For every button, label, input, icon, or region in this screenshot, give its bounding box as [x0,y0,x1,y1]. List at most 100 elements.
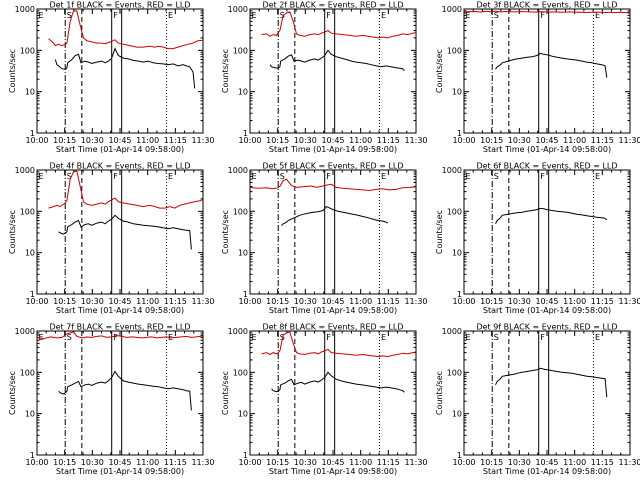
x-axis-label: Start Time (01-Apr-14 09:58:00) [483,145,611,154]
time-marker-label: E [168,11,173,20]
y-tick-label: 1 [243,129,248,138]
events-series-line [58,214,192,250]
x-tick-label: 10:45 [535,458,558,467]
x-tick-label: 10:00 [25,297,48,306]
chart-panel-7: Det 7f BLACK = Events, RED = LLD 1 10 100 10… [8,323,215,477]
time-marker-label: F [326,11,331,20]
x-tick-label: 10:45 [108,458,131,467]
y-axis-label: Counts/sec [221,210,230,254]
x-tick-label: 11:15 [164,297,187,306]
y-tick-label: 1000 [228,5,248,14]
time-marker-label: E [595,11,600,20]
x-tick-label: 10:15 [53,136,76,145]
y-tick-label: 1000 [442,166,462,175]
time-marker-label: E [252,172,257,181]
y-axis-label: Counts/sec [8,210,17,254]
y-axis-label: Counts/sec [221,49,230,93]
x-tick-label: 10:00 [452,136,475,145]
x-tick-label: 11:30 [191,297,214,306]
x-axis-label: Start Time (01-Apr-14 09:58:00) [269,145,397,154]
time-marker-label: S [494,172,499,181]
y-tick-label: 10 [238,410,248,419]
x-tick-label: 11:15 [591,458,614,467]
time-marker-label: S [67,333,72,342]
lld-series-line [261,331,417,358]
lld-series-line [48,170,204,209]
x-tick-label: 11:00 [136,458,159,467]
time-marker-label: F [326,333,331,342]
chart-title: Det 7f BLACK = Events, RED = LLD [49,323,190,332]
time-marker-label: F [326,172,331,181]
chart-panel-2: Det 2f BLACK = Events, RED = LLD 1 10 100 10… [221,1,428,155]
x-tick-label: 10:45 [321,458,344,467]
x-tick-label: 10:30 [294,458,317,467]
x-tick-label: 10:30 [294,297,317,306]
x-tick-label: 10:30 [508,136,531,145]
x-tick-label: 11:00 [563,458,586,467]
time-marker-label: E [252,333,257,342]
plot-frame [463,330,631,456]
y-tick-label: 1 [243,290,248,299]
x-tick-label: 11:00 [563,297,586,306]
x-tick-label: 10:15 [266,297,289,306]
y-tick-label: 100 [233,368,248,377]
x-tick-label: 11:00 [349,297,372,306]
x-tick-label: 11:00 [349,458,372,467]
chart-title: Det 8f BLACK = Events, RED = LLD [262,323,403,332]
chart-panel-6: Det 6f BLACK = Events, RED = LLD 1 10 100 10… [435,162,640,316]
y-tick-label: 1 [243,451,248,460]
time-marker-label: F [540,172,545,181]
y-tick-label: 100 [20,368,35,377]
chart-title: Det 5f BLACK = Events, RED = LLD [262,162,403,171]
y-tick-label: 100 [233,46,248,55]
x-tick-label: 11:30 [404,136,427,145]
y-tick-label: 10 [25,88,35,97]
plot-frame [463,8,631,134]
x-tick-label: 11:30 [618,297,640,306]
x-tick-label: 10:45 [108,297,131,306]
y-axis-label: Counts/sec [435,210,444,254]
y-tick-label: 100 [447,46,462,55]
plot-frame [36,8,204,134]
time-marker-label: E [252,11,257,20]
events-series-line [269,49,405,72]
x-tick-label: 10:45 [535,297,558,306]
x-tick-label: 11:30 [191,458,214,467]
y-axis-label: Counts/sec [435,371,444,415]
time-marker-label: E [466,333,471,342]
time-marker-label: F [540,11,545,20]
time-marker-label: E [39,11,44,20]
x-tick-label: 10:30 [81,297,104,306]
x-tick-label: 10:00 [238,136,261,145]
time-marker-label: E [381,172,386,181]
y-tick-label: 1000 [15,166,35,175]
y-tick-label: 100 [233,207,248,216]
time-marker-label: E [595,333,600,342]
x-axis-label: Start Time (01-Apr-14 09:58:00) [56,306,184,315]
time-marker-label: E [381,11,386,20]
x-tick-label: 10:00 [25,136,48,145]
x-tick-label: 10:00 [238,458,261,467]
x-tick-label: 10:30 [81,136,104,145]
time-marker-label: E [466,172,471,181]
time-marker-label: S [280,172,285,181]
x-tick-label: 10:45 [108,136,131,145]
x-axis-label: Start Time (01-Apr-14 09:58:00) [269,467,397,476]
x-tick-label: 10:45 [321,297,344,306]
x-axis-label: Start Time (01-Apr-14 09:58:00) [269,306,397,315]
x-tick-label: 10:00 [452,458,475,467]
x-tick-label: 10:00 [238,297,261,306]
time-marker-label: S [67,172,72,181]
x-tick-label: 11:15 [377,458,400,467]
y-tick-label: 1000 [15,5,35,14]
y-tick-label: 10 [25,249,35,258]
x-tick-label: 11:30 [618,136,640,145]
y-axis-label: Counts/sec [221,371,230,415]
y-tick-label: 1000 [442,5,462,14]
y-tick-label: 100 [447,207,462,216]
y-tick-label: 1 [30,290,35,299]
x-tick-label: 10:15 [266,458,289,467]
chart-title: Det 2f BLACK = Events, RED = LLD [262,1,403,10]
x-tick-label: 11:30 [404,458,427,467]
